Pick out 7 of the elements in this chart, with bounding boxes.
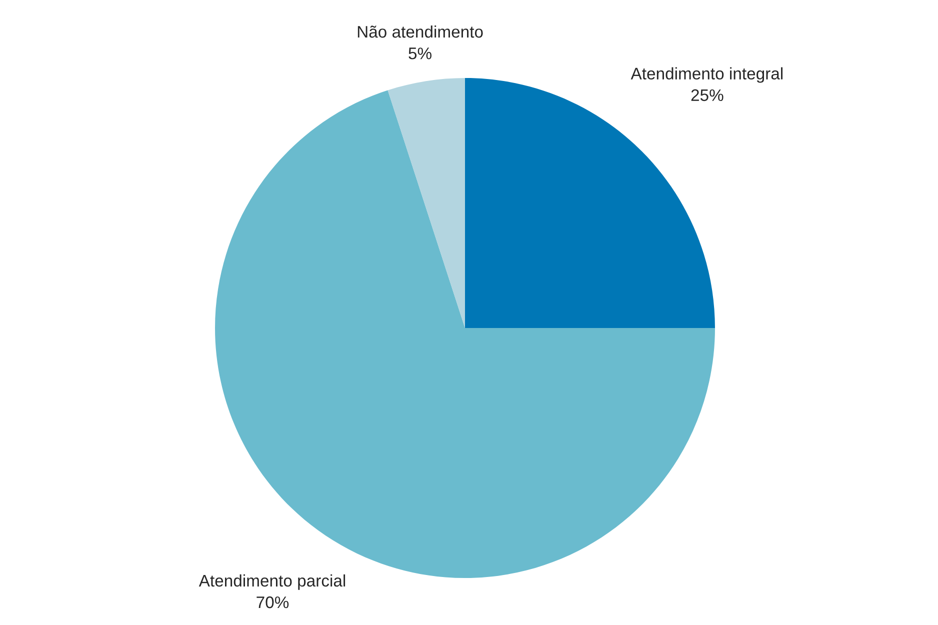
slice-label: Atendimento parcial — [198, 574, 346, 590]
data-label: 5% — [408, 48, 432, 60]
data-label: 70% — [256, 596, 289, 608]
slice-label: Atendimento integral — [630, 67, 783, 83]
slice-label: Não atendimento — [358, 25, 483, 38]
data-label: 25% — [691, 89, 724, 102]
pie-slice — [388, 78, 465, 328]
